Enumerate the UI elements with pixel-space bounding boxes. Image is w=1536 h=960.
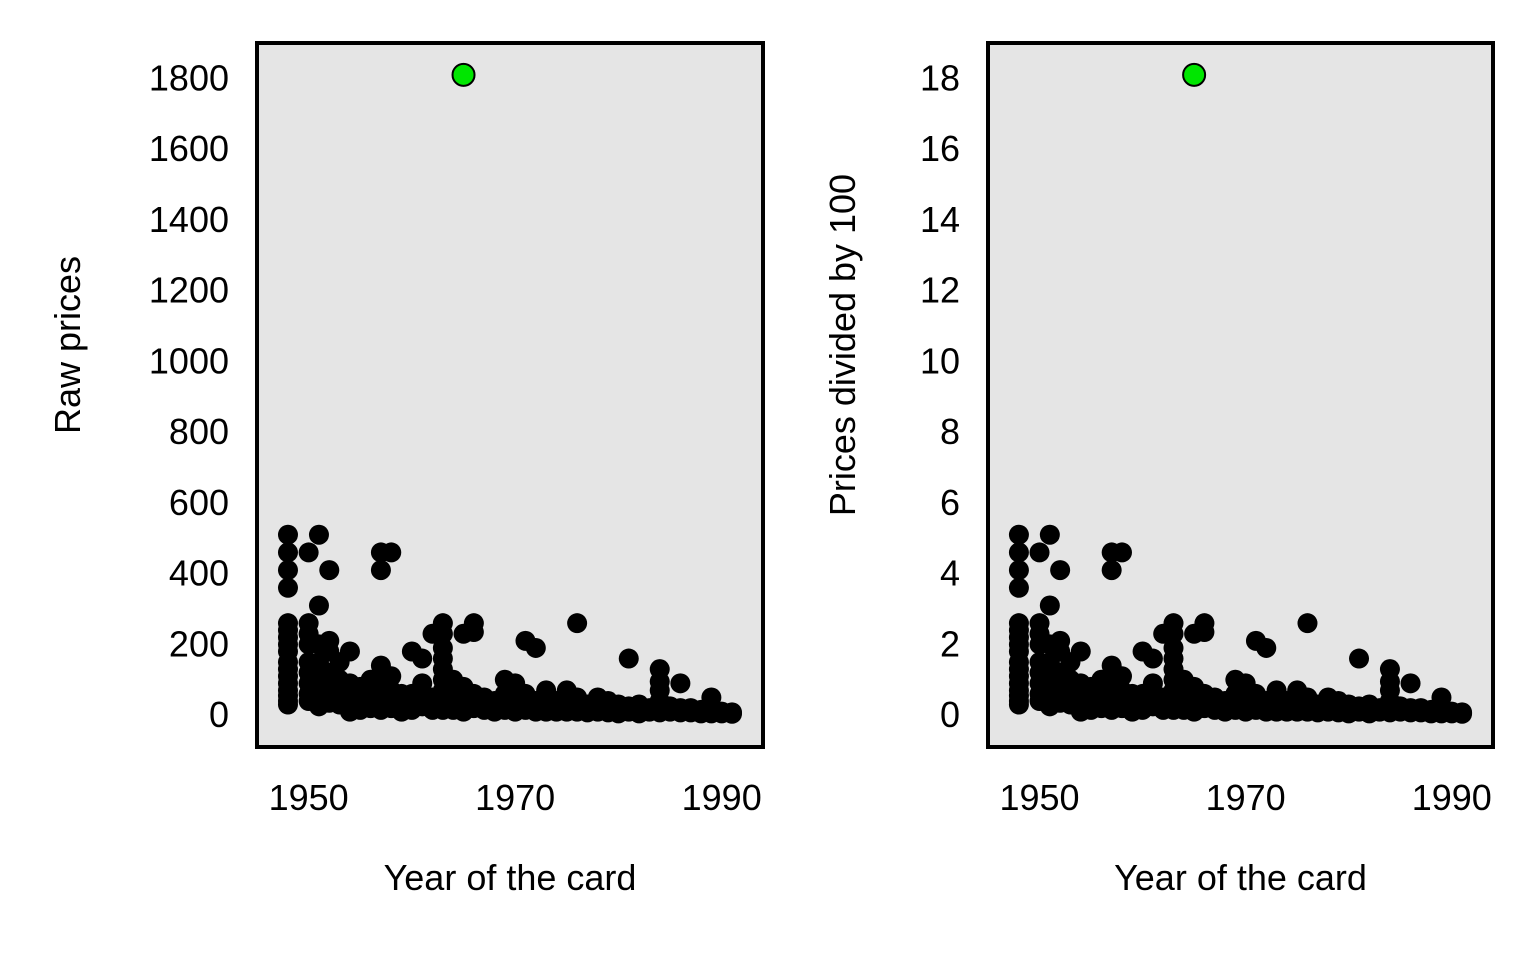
data-point <box>1008 542 1029 563</box>
y-axis-title: Raw prices <box>47 256 88 434</box>
x-axis-title: Year of the card <box>1114 857 1367 898</box>
x-tick-label: 1990 <box>1412 777 1492 818</box>
data-point <box>277 542 298 563</box>
data-point <box>339 641 360 662</box>
data-point <box>412 673 433 694</box>
data-point <box>308 595 329 616</box>
data-point <box>1400 673 1421 694</box>
y-tick-label: 12 <box>920 270 960 311</box>
data-point <box>1039 524 1060 545</box>
data-point <box>1349 648 1370 669</box>
data-point <box>1039 595 1060 616</box>
plot-area <box>257 43 763 747</box>
data-point <box>463 622 484 643</box>
data-point <box>1256 637 1277 658</box>
x-tick-label: 1950 <box>269 777 349 818</box>
x-axis-title: Year of the card <box>384 857 637 898</box>
right-panel: 0 2 4 6 8 10 12 14 16 18 1950 1970 1990 Year of the c… <box>822 41 1495 898</box>
y-tick-label: 16 <box>920 128 960 169</box>
data-point <box>308 524 329 545</box>
data-point <box>1050 560 1071 581</box>
y-tick-label: 10 <box>920 340 960 381</box>
x-tick-label: 1970 <box>475 777 555 818</box>
data-point <box>412 648 433 669</box>
x-tick-label: 1970 <box>1206 777 1286 818</box>
data-point <box>1111 666 1132 687</box>
data-point <box>381 542 402 563</box>
y-tick-label: 600 <box>169 482 229 523</box>
data-point <box>432 623 453 644</box>
data-point <box>298 542 319 563</box>
y-tick-label: 1600 <box>149 128 229 169</box>
data-point <box>1297 613 1318 634</box>
data-point <box>277 524 298 545</box>
data-point <box>1029 542 1050 563</box>
data-point <box>381 666 402 687</box>
data-point <box>1008 694 1029 715</box>
plot-frame <box>986 41 1495 749</box>
y-tick-label: 2 <box>940 623 960 664</box>
x-tick-label: 1990 <box>682 777 762 818</box>
data-point <box>1101 560 1122 581</box>
data-point <box>1194 622 1215 643</box>
y-tick-label: 14 <box>920 199 960 240</box>
data-point <box>277 694 298 715</box>
y-tick-label: 0 <box>209 694 229 735</box>
data-point <box>277 577 298 598</box>
highlighted-point <box>1182 62 1207 87</box>
data-point <box>370 560 391 581</box>
data-point <box>618 648 639 669</box>
data-point <box>1008 560 1029 581</box>
y-tick-label: 1000 <box>149 340 229 381</box>
data-point <box>1008 577 1029 598</box>
y-tick-label: 400 <box>169 553 229 594</box>
highlighted-point <box>451 62 476 87</box>
y-axis-title: Prices divided by 100 <box>822 174 863 516</box>
data-point <box>1070 641 1091 662</box>
data-point <box>1142 648 1163 669</box>
data-point <box>319 560 340 581</box>
y-tick-label: 200 <box>169 623 229 664</box>
y-tick-label: 800 <box>169 411 229 452</box>
y-tick-label: 1200 <box>149 270 229 311</box>
data-point <box>1008 524 1029 545</box>
x-tick-label: 1950 <box>999 777 1079 818</box>
y-tick-label: 18 <box>920 57 960 98</box>
y-tick-label: 1400 <box>149 199 229 240</box>
data-point <box>1111 542 1132 563</box>
y-tick-label: 0 <box>940 694 960 735</box>
y-tick-label: 6 <box>940 482 960 523</box>
left-panel: 0 200 400 600 800 1000 1200 1400 1600 1800 1950 197… <box>47 41 765 898</box>
y-tick-label: 1800 <box>149 57 229 98</box>
data-point <box>1142 673 1163 694</box>
data-point <box>1163 623 1184 644</box>
data-point <box>567 613 588 634</box>
data-point <box>525 637 546 658</box>
data-point <box>1452 703 1473 724</box>
data-point <box>670 673 691 694</box>
plot-frame <box>255 41 765 749</box>
plot-area <box>988 43 1493 747</box>
data-point <box>722 703 743 724</box>
data-point <box>277 560 298 581</box>
y-tick-label: 8 <box>940 411 960 452</box>
y-tick-label: 4 <box>940 553 960 594</box>
